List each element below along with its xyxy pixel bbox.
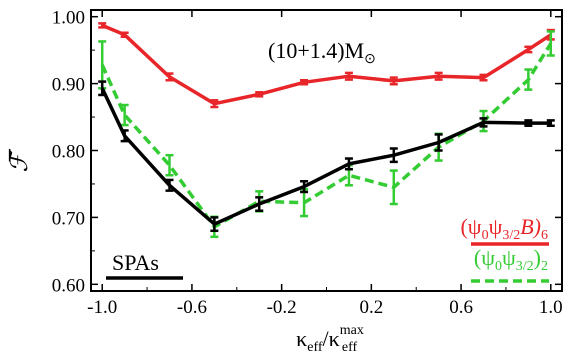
series-black	[98, 80, 555, 233]
legend-green-label-part: 2	[541, 259, 548, 274]
legend-red-label-part: 6	[541, 228, 548, 243]
y-tick-label: 0.60	[52, 275, 85, 296]
mass-annotation: (10+1.4)M⊙	[268, 38, 376, 67]
legend-red-label-part: B)	[520, 214, 541, 239]
x-tick-label: 0.6	[449, 297, 473, 318]
y-tick-label: 0.70	[52, 208, 85, 229]
x-label-kappa: κ	[296, 326, 307, 351]
x-label-sup: max	[340, 323, 364, 338]
x-tick-label: 0.2	[359, 297, 383, 318]
legend-green-label: (ψ0ψ3/2)2	[474, 245, 548, 274]
x-label-kappa-max: κ	[329, 326, 340, 351]
axis-ticks: -1.0 -0.6 -0.2 0.2 0.6 1.0 0.60 0.70 0.80 0.90 1.0…	[52, 8, 563, 318]
legend-red-label-part: ψ	[489, 214, 503, 239]
legend-green-label-part: 3/2	[516, 259, 534, 274]
series-red	[98, 22, 555, 109]
y-axis-label: ℱ̅	[7, 149, 33, 173]
x-tick-label: -0.6	[177, 297, 207, 318]
legend-black-label: SPAs	[112, 250, 159, 275]
legend-green-label-part: ψ	[502, 245, 516, 270]
x-label-sub: eff	[307, 340, 323, 355]
x-tick-label: -1.0	[87, 297, 117, 318]
x-tick-label: 1.0	[539, 297, 563, 318]
y-tick-label: 0.80	[52, 142, 85, 163]
series-black-line	[100, 87, 551, 226]
legend-red-label: (ψ0ψ3/2B)6	[460, 214, 548, 243]
legend-red-label-part: (ψ	[460, 214, 481, 239]
x-label-sub2: eff	[342, 340, 358, 355]
y-tick-label: 1.00	[52, 8, 85, 29]
mass-annotation-symbol: ⊙	[364, 52, 376, 67]
y-tick-label: 0.90	[52, 75, 85, 96]
series-layer	[98, 22, 555, 239]
legend-green-label-part: 0	[495, 259, 502, 274]
x-tick-label: -0.2	[267, 297, 297, 318]
legend-red-label-part: 3/2	[502, 228, 520, 243]
mass-annotation-text: (10+1.4)M	[268, 38, 364, 63]
x-axis-label: κeff/κmax eff	[296, 323, 364, 355]
legend-green-label-part: (ψ	[474, 245, 495, 270]
legend-green-label-part: )	[534, 245, 541, 270]
x-label-slash: /	[323, 326, 330, 351]
series-red-line	[101, 23, 552, 106]
legend-red-label-part: 0	[482, 228, 489, 243]
